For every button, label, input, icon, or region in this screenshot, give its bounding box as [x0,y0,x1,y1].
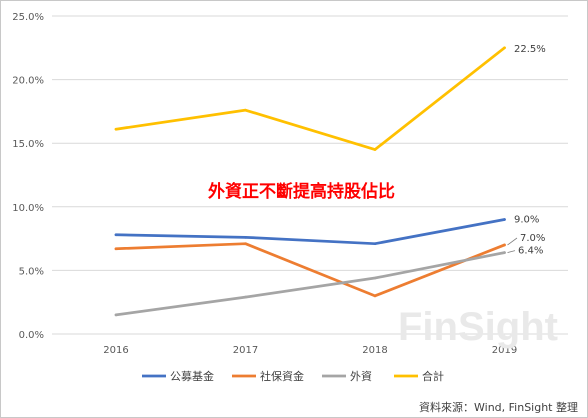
legend-label: 外資 [350,370,372,383]
data-label: 7.0% [520,233,545,244]
data-point [373,276,377,280]
data-label: 22.5% [514,44,546,55]
data-point [373,148,377,151]
series-line-0 [114,218,506,246]
series-line-3 [114,46,506,151]
x-tick-label: 2018 [362,345,387,356]
data-point [503,251,506,254]
legend-label: 公募基金 [170,369,214,383]
watermark: FinSight [398,305,558,349]
source-note: 資料來源：Wind, FinSight 整理 [419,400,578,414]
annotation-text: 外資正不斷提高持股佔比 [208,181,395,202]
legend-label: 合計 [422,369,444,383]
data-point [373,294,377,298]
data-point [244,108,247,112]
y-tick-label: 0.0% [19,330,44,341]
legend: 公募基金 社保資金 外資 合計 [142,369,444,383]
data-point [244,236,247,239]
data-point [244,295,247,299]
y-tick-label: 10.0% [12,203,44,214]
y-tick-label: 20.0% [12,76,44,87]
data-point [373,242,377,245]
x-axis-ticks: 2016 2017 2018 2019 [103,345,517,356]
data-point [114,313,118,317]
series-line-2 [114,251,506,317]
leader-line [507,250,516,253]
x-tick-label: 2017 [233,345,258,356]
grid-lines [52,15,568,335]
leader-line [507,237,518,246]
data-point [503,243,506,247]
data-point [244,242,247,245]
series-line-1 [114,242,506,298]
data-label: 6.4% [518,246,543,257]
data-point [503,218,506,221]
data-point [114,247,118,251]
y-tick-label: 25.0% [12,12,44,23]
y-tick-label: 15.0% [12,139,44,150]
legend-label: 社保資金 [260,369,304,383]
data-labels: 22.5% 9.0% 7.0% 6.4% [507,44,546,257]
x-tick-label: 2016 [103,345,128,356]
series-lines [114,46,506,317]
data-label: 9.0% [514,215,539,226]
data-point [503,46,506,50]
y-axis-ticks: 0.0% 5.0% 10.0% 15.0% 20.0% 25.0% [12,12,44,341]
y-tick-label: 5.0% [19,266,44,277]
x-tick-label: 2019 [492,345,517,356]
data-point [114,233,118,237]
data-point [114,127,118,131]
